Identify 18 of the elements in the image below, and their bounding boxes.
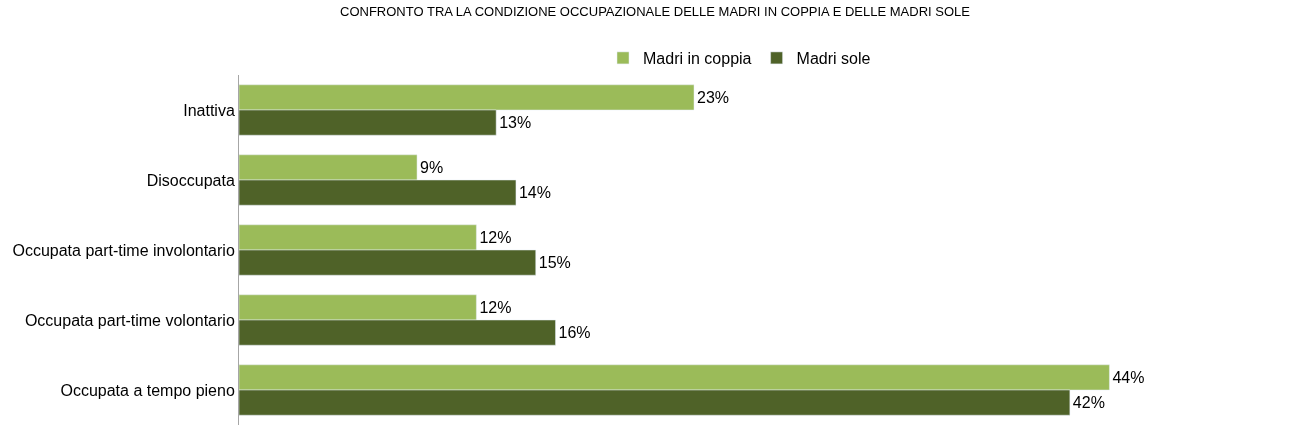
data-label: 12%: [479, 228, 512, 246]
y-tick-label: Disoccupata: [146, 171, 235, 189]
y-tick-label: Occupata a tempo pieno: [60, 381, 235, 399]
data-label: 16%: [558, 324, 591, 342]
y-tick-label: Occupata part-time volontario: [24, 311, 235, 329]
data-label: 14%: [518, 184, 551, 202]
legend-label: Madri in coppia: [643, 50, 752, 68]
data-label: 42%: [1072, 394, 1105, 412]
data-label: 44%: [1112, 368, 1145, 386]
y-tick-label: Inattiva: [183, 101, 235, 119]
y-tick-label: Occupata part-time involontario: [12, 241, 235, 259]
data-label: 15%: [538, 254, 571, 272]
chart-title: CONFRONTO TRA LA CONDIZIONE OCCUPAZIONALE DELLE MADRI IN COPPIA E DELLE MADRI SOLE: [340, 3, 971, 19]
data-label: 12%: [479, 298, 512, 316]
data-label: 13%: [499, 114, 532, 132]
data-label: 23%: [697, 88, 730, 106]
data-label: 9%: [420, 158, 444, 176]
legend-label: Madri sole: [796, 50, 871, 68]
